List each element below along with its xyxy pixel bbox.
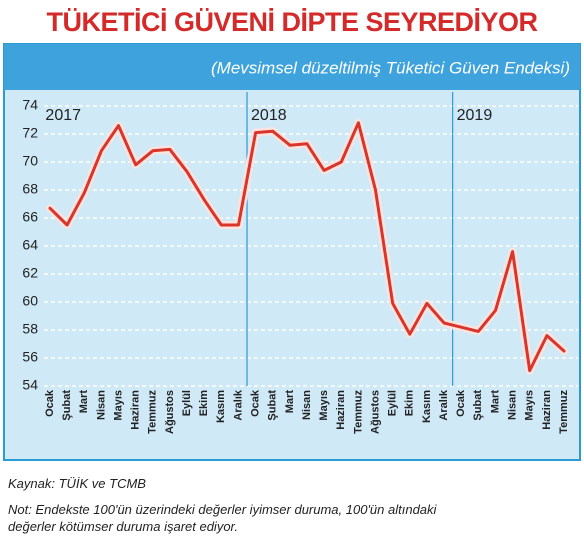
y-tick-label: 62 [22,265,38,281]
x-tick-label: Mart [489,390,501,414]
x-tick-label: Haziran [335,390,347,430]
note-line: değerler kötümser duruma işaret ediyor. [8,519,238,534]
year-label: 2019 [457,107,493,124]
x-tick-label: Nisan [301,390,313,420]
x-tick-label: Mart [284,390,296,414]
x-tick-label: Ekim [198,390,210,417]
x-tick-label: Temmuz [147,390,159,434]
x-tick-label: Ocak [455,389,467,417]
x-tick-label: Mayıs [318,390,330,421]
data-line [48,121,566,373]
chart-subtitle: (Mevsimsel düzeltilmiş Tüketici Güven En… [211,58,570,77]
subtitle-band [4,44,580,90]
x-tick-label: Nisan [507,390,519,420]
y-tick-label: 66 [22,209,38,225]
x-tick-label: Temmuz [352,390,364,434]
x-tick-label: Ağustos [369,390,381,434]
x-tick-label: Aralık [438,389,450,420]
x-tick-label: Kasım [215,390,227,423]
x-tick-label: Mayıs [112,390,124,421]
x-tick-label: Şubat [472,390,484,421]
y-tick-label: 56 [22,349,38,365]
x-tick-label: Eylül [387,390,399,416]
x-tick-label: Kasım [421,390,433,423]
x-tick-label: Mayıs [524,390,536,421]
source: Kaynak: TÜİK ve TCMB [8,476,146,491]
chart-title: TÜKETİCİ GÜVENİ DİPTE SEYREDİYOR [46,7,537,37]
y-tick-label: 70 [22,153,38,169]
x-tick-label: Haziran [130,390,142,430]
x-tick-label: Ekim [404,390,416,417]
x-tick-label: Eylül [181,390,193,416]
y-tick-label: 68 [22,181,38,197]
y-tick-label: 58 [22,321,38,337]
x-tick-label: Ağustos [164,390,176,434]
y-tick-label: 74 [22,97,38,113]
x-tick-label: Ocak [44,389,56,417]
x-tick-label: Nisan [95,390,107,420]
x-tick-label: Haziran [541,390,553,430]
year-label: 2018 [251,107,287,124]
y-tick-label: 64 [22,237,38,253]
chart-frame [3,43,581,461]
x-tick-label: Temmuz [558,390,570,434]
y-tick-label: 60 [22,293,38,309]
x-tick-label: Aralık [232,389,244,420]
year-label: 2017 [45,107,81,124]
y-tick-label: 54 [22,377,38,393]
x-tick-label: Mart [78,390,90,414]
x-tick-label: Şubat [267,390,279,421]
x-tick-label: Ocak [250,389,262,417]
note-line: Not: Endekste 100'ün üzerindeki değerler… [8,502,438,517]
y-tick-label: 72 [22,125,38,141]
x-tick-label: Şubat [61,390,73,421]
